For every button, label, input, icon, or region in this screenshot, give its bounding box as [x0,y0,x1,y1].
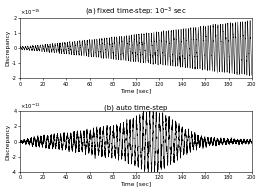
X-axis label: Time [sec]: Time [sec] [120,88,151,93]
Text: $\times10^{-11}$: $\times10^{-11}$ [20,101,41,111]
X-axis label: Time [sec]: Time [sec] [120,181,151,186]
Title: (b) auto time-step: (b) auto time-step [104,104,168,111]
Title: (a) fixed time-step: $10^{-3}$ sec: (a) fixed time-step: $10^{-3}$ sec [85,6,187,18]
Y-axis label: Discrepancy: Discrepancy [6,30,10,66]
Y-axis label: Discrepancy: Discrepancy [6,123,10,160]
Text: $\times10^{-15}$: $\times10^{-15}$ [20,8,41,17]
